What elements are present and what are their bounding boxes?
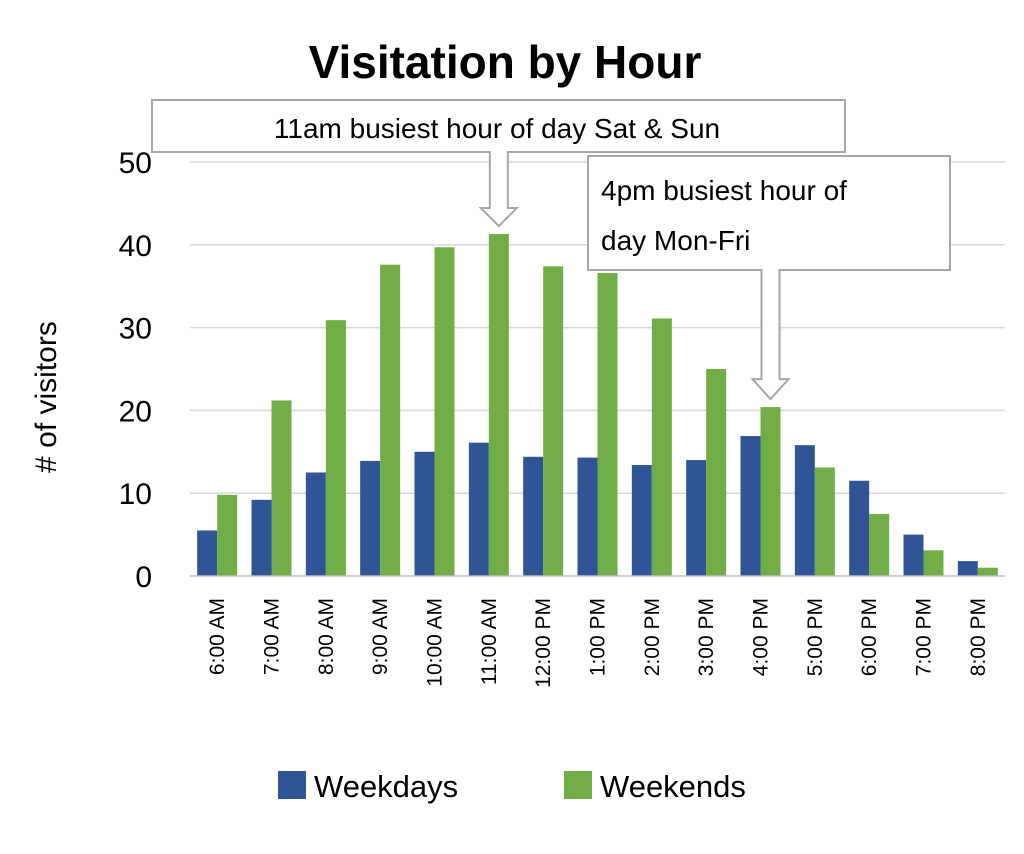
bar-weekdays [631,465,652,576]
callout-4pm-text-line2: day Mon-Fri [601,225,750,256]
bar-weekdays [305,472,326,576]
bar-weekdays [577,457,598,576]
bar-weekdays [360,460,381,576]
bar-weekends [977,567,998,576]
bar-weekends [923,550,944,576]
bar-weekdays [414,451,435,576]
bar-weekends [706,369,727,576]
y-tick-label: 40 [119,230,152,263]
x-tick-label: 8:00 AM [315,598,338,675]
y-tick-label: 10 [119,478,152,511]
chart-title: Visitation by Hour [309,36,702,88]
bar-weekdays [794,445,815,576]
bar-weekdays [686,460,707,576]
y-tick-label: 50 [119,147,152,180]
callout-11am-text: 11am busiest hour of day Sat & Sun [274,113,720,144]
y-tick-label: 20 [119,395,152,428]
x-tick-label: 1:00 PM [587,598,610,676]
x-tick-label: 2:00 PM [641,598,664,676]
x-tick-label: 5:00 PM [804,598,827,676]
bar-weekends [869,513,890,576]
legend: Weekdays Weekends [278,769,746,804]
bar-weekdays [197,530,218,576]
x-tick-label: 7:00 PM [913,598,936,676]
x-tick-label: 4:00 PM [750,598,773,676]
bar-weekdays [251,499,272,576]
legend-label-weekdays: Weekdays [314,769,458,804]
bar-weekends [760,407,781,576]
x-tick-label: 11:00 AM [478,598,501,685]
x-tick-label: 8:00 PM [967,598,990,676]
callout-4pm-box [587,155,951,401]
y-axis-ticks: 0 10 20 30 40 50 [119,147,152,594]
callouts: 11am busiest hour of day Sat & Sun 4pm b… [151,99,951,401]
legend-swatch-weekends [564,771,592,799]
bar-weekends [271,400,292,576]
bar-weekends [325,320,346,576]
y-axis-label: # of visitors [30,321,63,473]
bar-weekends [597,272,618,576]
y-tick-label: 30 [119,313,152,346]
legend-swatch-weekdays [278,771,306,799]
bar-weekends [434,247,455,576]
bars [197,234,998,576]
callout-4pm-text-line1: 4pm busiest hour of [601,175,847,206]
bar-weekends [814,467,835,576]
bar-weekends [543,266,564,576]
legend-label-weekends: Weekends [600,769,746,804]
x-tick-label: 3:00 PM [695,598,718,676]
bar-weekdays [740,436,761,576]
bar-weekends [488,234,509,576]
x-tick-label: 9:00 AM [369,598,392,675]
x-tick-label: 12:00 PM [532,598,555,688]
x-tick-label: 10:00 AM [424,598,447,687]
bar-weekdays [903,534,924,576]
x-tick-label: 7:00 AM [261,598,284,675]
bar-weekends [651,318,672,576]
bar-weekdays [523,456,544,576]
bar-weekdays [957,561,978,576]
x-tick-label: 6:00 PM [858,598,881,676]
y-tick-label: 0 [135,561,152,594]
x-axis-ticks: 6:00 AM 7:00 AM 8:00 AM 9:00 AM 10:00 AM 11:0… [206,598,990,688]
bar-weekdays [468,442,489,576]
bar-weekends [380,264,401,576]
callout-11am-box [151,99,846,228]
bar-weekends [217,494,238,576]
bar-weekdays [849,480,870,576]
x-tick-label: 6:00 AM [206,598,229,675]
